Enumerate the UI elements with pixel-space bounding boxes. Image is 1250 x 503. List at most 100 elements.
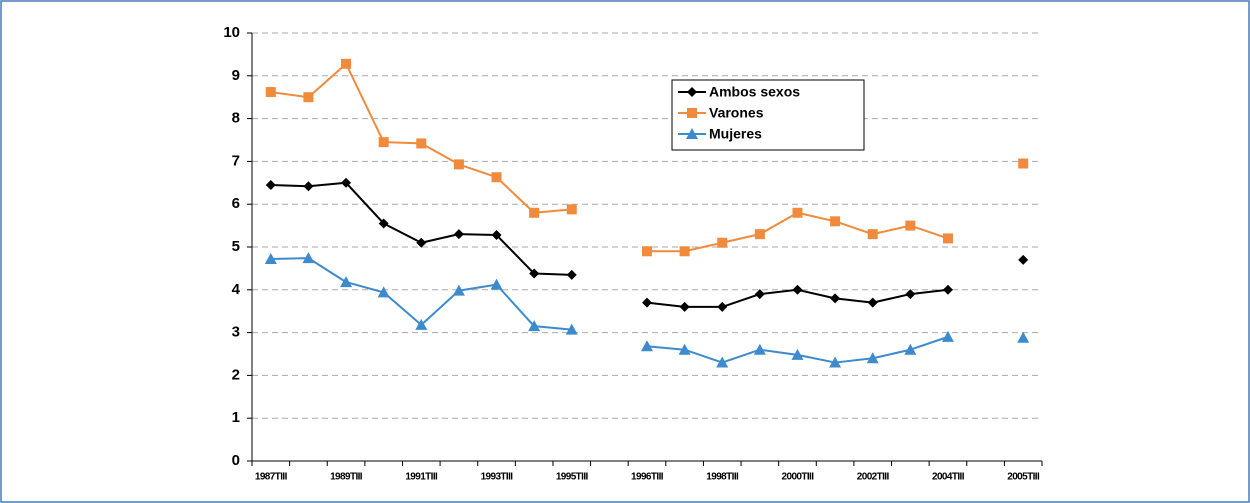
- line-segment: [345, 182, 385, 225]
- marker: [942, 284, 953, 295]
- line-segment: [684, 241, 723, 253]
- x-tick-label: 2000TIII: [782, 472, 815, 483]
- y-tick-label: 4: [232, 281, 241, 298]
- x-tick-label: 1991TIII: [405, 472, 438, 483]
- marker: [679, 301, 690, 312]
- marker: [302, 252, 315, 264]
- marker: [792, 207, 803, 218]
- line-segment: [759, 211, 798, 236]
- line-segment: [420, 142, 460, 166]
- line-segment: [270, 257, 309, 260]
- marker: [717, 301, 728, 312]
- x-tick-label: 2004TIII: [932, 472, 965, 483]
- marker: [716, 356, 729, 368]
- y-tick-label: 7: [232, 152, 240, 169]
- marker: [341, 177, 352, 188]
- x-tick-label: 1995TIII: [556, 472, 589, 483]
- line-segment: [834, 220, 874, 236]
- line-segment: [534, 325, 572, 331]
- marker: [641, 340, 653, 352]
- marker: [791, 348, 804, 360]
- legend-marker: [686, 128, 698, 139]
- marker: [377, 286, 390, 298]
- marker: [491, 230, 502, 241]
- marker: [678, 343, 691, 355]
- marker: [1017, 331, 1030, 343]
- marker: [378, 218, 389, 229]
- line-segment: [872, 348, 911, 360]
- legend-marker: [687, 108, 697, 118]
- line-segment: [797, 353, 836, 364]
- marker: [754, 229, 765, 240]
- legend-label: Ambos sexos: [709, 84, 800, 100]
- y-tick-label: 5: [232, 238, 240, 255]
- marker: [265, 179, 276, 190]
- marker: [942, 233, 953, 244]
- marker: [303, 181, 314, 192]
- marker: [1018, 158, 1029, 169]
- x-tick-label: 2002TIII: [857, 472, 890, 483]
- line-segment: [721, 293, 761, 308]
- marker: [642, 246, 652, 257]
- line-segment: [722, 233, 761, 244]
- line-segment: [308, 181, 347, 188]
- marker: [528, 320, 541, 332]
- y-tick-label: 3: [232, 324, 240, 341]
- line-segment: [270, 91, 309, 99]
- marker: [717, 237, 728, 248]
- marker: [529, 207, 540, 218]
- marker: [529, 268, 540, 279]
- line-segment: [345, 63, 385, 143]
- marker: [453, 159, 464, 170]
- marker: [753, 343, 766, 355]
- line-segment: [458, 233, 497, 237]
- line-segment: [910, 224, 949, 240]
- marker: [941, 330, 954, 342]
- marker: [452, 284, 465, 296]
- legend-label: Mujeres: [709, 126, 762, 142]
- line-segment: [383, 141, 422, 145]
- x-tick-label: 1987TIII: [255, 472, 288, 483]
- marker: [416, 138, 427, 149]
- x-tick-label: 1993TIII: [481, 472, 514, 483]
- marker: [491, 172, 502, 183]
- line-segment: [759, 288, 798, 296]
- marker: [792, 284, 803, 295]
- marker: [679, 246, 690, 257]
- y-tick-label: 9: [232, 67, 240, 84]
- line-segment: [797, 288, 836, 300]
- line-segment: [307, 63, 347, 98]
- marker: [415, 318, 428, 330]
- marker: [490, 278, 503, 290]
- y-tick-label: 1: [232, 409, 240, 426]
- y-tick-label: 2: [232, 366, 240, 383]
- line-segment: [910, 288, 949, 296]
- line-segment: [458, 163, 497, 179]
- y-tick-label: 6: [232, 195, 240, 212]
- marker: [378, 137, 389, 148]
- line-segment: [646, 345, 685, 351]
- line-segment: [383, 291, 422, 326]
- marker: [565, 323, 578, 335]
- line-segment: [872, 224, 911, 236]
- marker: [830, 216, 841, 227]
- marker: [642, 297, 652, 308]
- line-segment: [495, 283, 535, 327]
- marker: [453, 229, 464, 240]
- line-segment: [872, 293, 911, 304]
- line-segment: [534, 208, 572, 214]
- marker: [866, 352, 879, 364]
- line-segment: [345, 281, 384, 294]
- marker: [416, 237, 427, 248]
- line-segment: [646, 301, 685, 308]
- line-segment: [834, 297, 873, 304]
- x-tick-label: 1998TIII: [706, 472, 739, 483]
- line-segment: [797, 211, 836, 223]
- marker: [867, 229, 878, 240]
- line-segment: [910, 335, 949, 351]
- x-tick-label: 2005TIII: [1007, 472, 1040, 483]
- marker: [830, 293, 841, 304]
- line-segment: [495, 234, 535, 275]
- line-segment: [495, 176, 535, 214]
